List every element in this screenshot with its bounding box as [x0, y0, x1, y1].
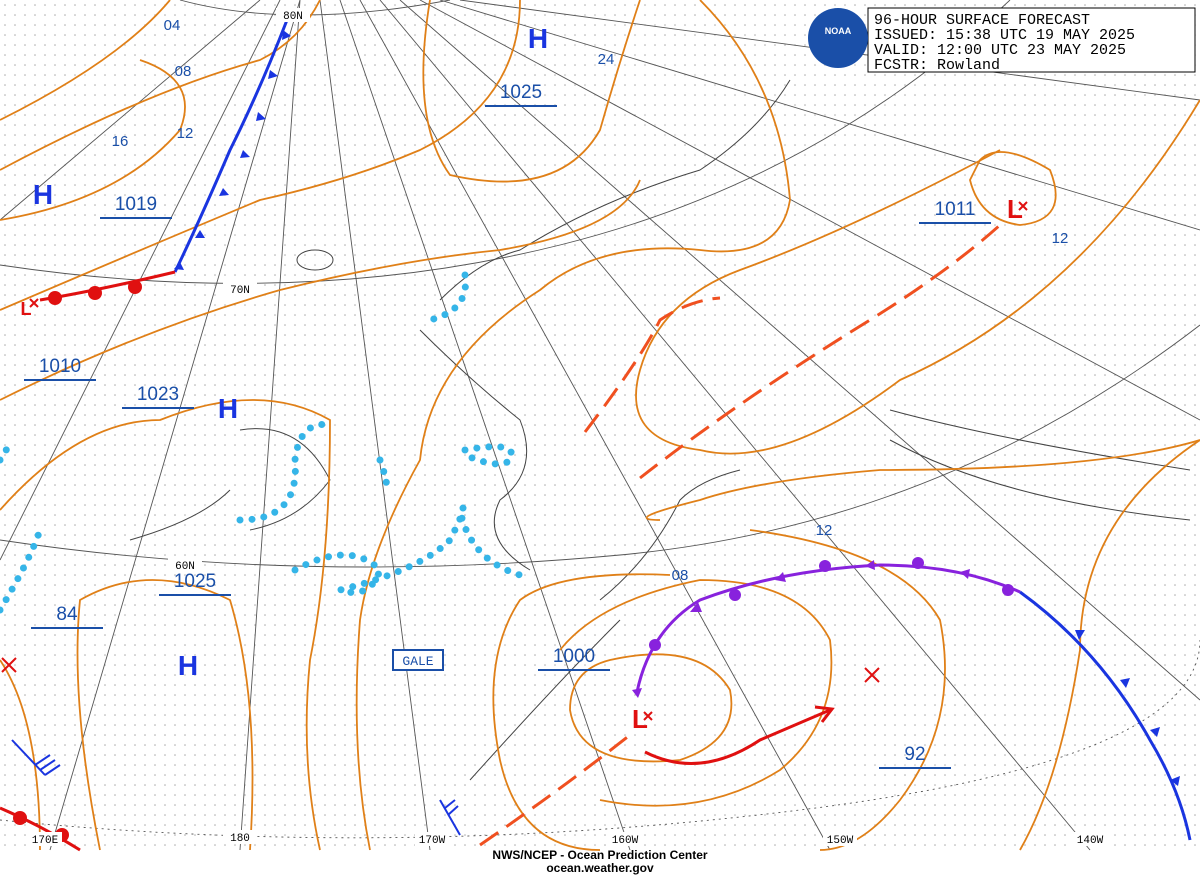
low-center: L [21, 299, 32, 319]
header-line: VALID: 12:00 UTC 23 MAY 2025 [874, 42, 1126, 59]
ice-edge [0, 271, 524, 614]
pressure-label: 92 [904, 744, 925, 765]
isobar-label: 12 [816, 522, 833, 539]
pressure-label: 1000 [553, 646, 595, 667]
grid-label-box [223, 830, 257, 844]
grid-label: 180 [230, 833, 250, 845]
pressure-label: 1019 [115, 194, 157, 215]
low-center: L [632, 704, 648, 734]
pressure-label: 84 [56, 604, 78, 625]
grid-label: 70N [230, 285, 250, 297]
grid-label-box [28, 832, 62, 846]
low-x [643, 711, 653, 721]
grid-label-box [1073, 832, 1107, 846]
grid-label: 140W [1077, 835, 1104, 847]
isobar-label: 12 [1052, 230, 1069, 247]
high-center: H [178, 650, 198, 681]
pressure-label: 1025 [500, 82, 542, 103]
isobar-label: 12 [177, 125, 194, 142]
isobar-label: 08 [672, 567, 689, 584]
fronts [0, 19, 1192, 852]
low-x [1018, 201, 1028, 211]
warning-box [392, 649, 444, 671]
header-line: 96-HOUR SURFACE FORECAST [874, 12, 1090, 29]
header-line: ISSUED: 15:38 UTC 19 MAY 2025 [874, 27, 1135, 44]
high-center: H [218, 393, 238, 424]
grid-label: 150W [827, 835, 854, 847]
pressure-label: 1023 [137, 384, 179, 405]
isobar-label: 08 [175, 63, 192, 80]
low-x [29, 298, 39, 308]
grid-label-box [415, 832, 449, 846]
low-center: L [1007, 194, 1023, 224]
grid-dots [0, 0, 1200, 850]
isobar-label: 04 [164, 17, 181, 34]
header-line: FCSTR: Rowland [874, 57, 1000, 74]
isobar-label: 16 [112, 133, 129, 150]
grid-label: 170W [419, 835, 446, 847]
grid-label: 170E [32, 835, 59, 847]
x-mark [1, 657, 880, 683]
grid-label-box [168, 558, 202, 572]
isobar-label: 24 [598, 51, 615, 68]
grid-label: 80N [283, 11, 303, 23]
pressure-label: 1011 [935, 199, 976, 220]
footer-agency: NWS/NCEP - Ocean Prediction Center [492, 848, 707, 862]
grid-label-box [223, 282, 257, 296]
high-center: H [528, 23, 548, 54]
footer-url: ocean.weather.gov [546, 861, 654, 875]
logo-text: NOAA [825, 26, 852, 36]
grid-label: 160W [612, 835, 639, 847]
noaa-logo [808, 8, 868, 68]
grid-label-box [608, 832, 642, 846]
warning-label: GALE [402, 654, 433, 669]
grid-label-box [276, 8, 310, 22]
grid-label: 60N [175, 561, 195, 573]
wind-barbs [11, 739, 461, 836]
header-box [867, 7, 1196, 73]
isobars [0, 0, 1200, 851]
pressure-label: 1010 [39, 356, 81, 377]
high-center: H [33, 179, 53, 210]
pressure-label: 1025 [174, 571, 216, 592]
grid-label-box [823, 832, 857, 846]
